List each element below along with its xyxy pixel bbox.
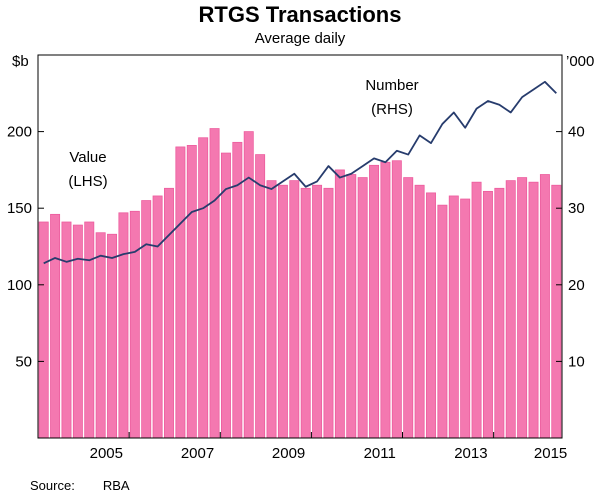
value-bars [38,128,562,439]
value-bar [517,177,528,439]
value-bar [107,233,118,439]
value-bar [403,177,414,439]
chart-subtitle: Average daily [254,30,346,47]
series-label: (LHS) [68,173,107,190]
value-bar [118,212,129,439]
right-tick-label: 40 [568,124,585,141]
year-label: 2011 [364,445,396,462]
value-bar [346,174,357,439]
left-tick-label: 200 [7,124,32,141]
value-bar [198,137,209,439]
value-bar [72,224,83,439]
value-bar [528,181,539,439]
value-bar [357,177,368,439]
value-bar [505,180,516,439]
number-line [43,80,557,265]
year-label: 2007 [181,445,214,462]
chart-title: RTGS Transactions [198,2,402,27]
source-value: RBA [102,478,130,493]
series-annotations: Value (LHS) Number (RHS) [68,77,418,190]
x-axis: 2005 2007 2009 2011 2013 2015 [90,432,567,462]
series-label: Value [69,149,106,166]
value-bar [494,187,505,439]
value-bar [323,187,334,439]
value-bar [369,164,380,439]
value-bar [266,180,277,439]
plot-frame [37,54,563,439]
value-bar [551,184,562,439]
left-tick-label: 150 [7,200,32,217]
value-bar [164,187,174,439]
year-label: 2013 [454,445,487,462]
value-bar [141,200,152,439]
right-axis: 10 20 30 40 ’000 [556,53,594,370]
value-bar [482,190,493,439]
value-bar [95,232,106,439]
value-bar [471,181,482,439]
value-bar [391,160,402,439]
left-axis-unit: $b [12,53,29,70]
value-bar [277,184,288,439]
value-bar [38,221,49,439]
right-tick-label: 20 [568,277,585,294]
right-tick-label: 30 [568,200,585,217]
left-tick-label: 50 [15,353,32,370]
value-bar [300,187,311,439]
value-bar [152,195,163,439]
year-label: 2015 [534,445,567,462]
value-bar [334,169,345,439]
year-label: 2009 [272,445,305,462]
value-bar [539,174,550,439]
value-bar [448,195,459,439]
value-bar [312,184,323,439]
value-bar [380,161,391,439]
value-bar [61,221,72,439]
value-bar [426,192,436,439]
value-bar [414,184,425,439]
left-tick-label: 100 [7,277,32,294]
source-label: Source: [30,478,75,493]
chart-source: Source: RBA [30,478,130,493]
year-label: 2005 [90,445,123,462]
series-label: Number [365,77,418,94]
value-bar [289,180,300,439]
value-bar [129,210,140,439]
right-axis-unit: ’000 [566,53,594,70]
value-bar [220,152,231,439]
value-bar [84,221,95,439]
left-axis: 50 100 150 200 $b [7,53,44,370]
value-bar [255,154,266,439]
value-bar [186,145,197,439]
value-bar [175,146,186,439]
value-bar [209,128,220,439]
value-bar [460,198,471,439]
series-label: (RHS) [371,101,413,118]
right-tick-label: 10 [568,353,585,370]
value-bar [50,213,61,439]
value-bar [437,204,448,439]
